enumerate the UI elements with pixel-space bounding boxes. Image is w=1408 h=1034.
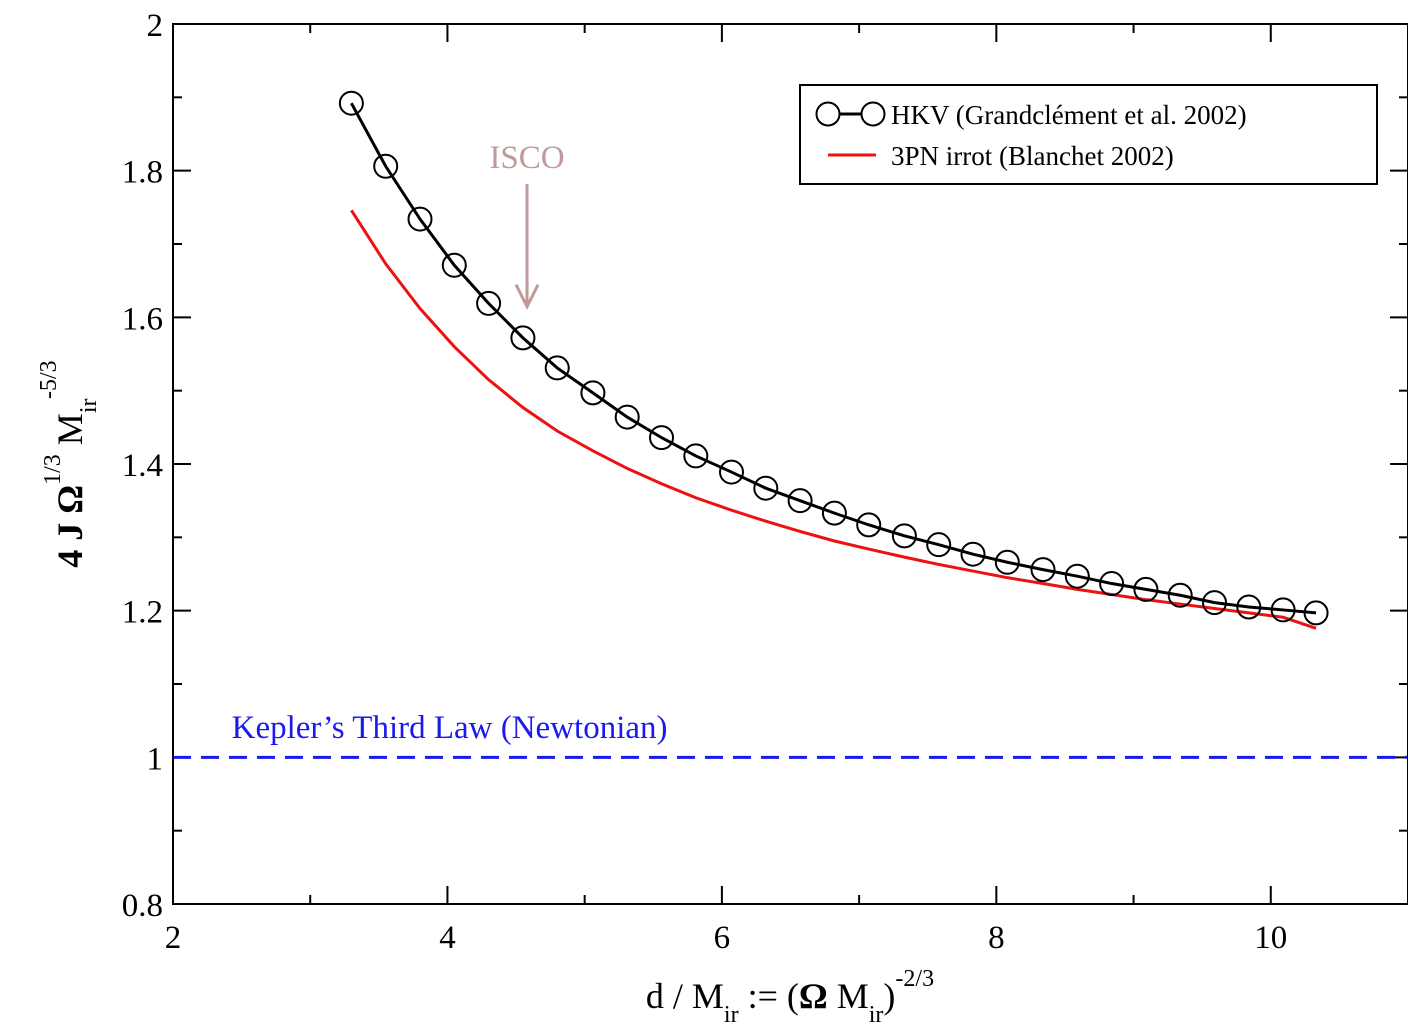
y-tick-label: 2 bbox=[147, 8, 164, 44]
hkv-point bbox=[441, 252, 467, 278]
legend: HKV (Grandclément et al. 2002) 3PN irrot … bbox=[799, 84, 1378, 185]
x-tick-label: 10 bbox=[1254, 920, 1287, 956]
y-tick-label: 1 bbox=[147, 741, 164, 777]
hkv-point bbox=[614, 404, 640, 430]
legend-hkv-marker bbox=[815, 101, 841, 127]
hkv-point bbox=[1099, 571, 1125, 597]
series-3pn-line bbox=[350, 209, 1317, 630]
x-tick-label: 8 bbox=[988, 920, 1005, 956]
isco-arrow-head bbox=[514, 283, 540, 311]
hkv-point bbox=[891, 523, 917, 549]
hkv-point bbox=[476, 290, 502, 316]
legend-hkv-label: HKV (Grandclément et al. 2002) bbox=[891, 100, 1247, 130]
axis-ticks bbox=[172, 23, 1408, 905]
hkv-point bbox=[718, 459, 744, 485]
x-tick-label: 4 bbox=[439, 920, 456, 956]
tick-labels: 2 4 6 8 10 0.8 1 1.2 1.4 1.6 1.8 2 bbox=[122, 8, 1288, 956]
x-tick-label: 2 bbox=[165, 920, 182, 956]
legend-box bbox=[799, 84, 1378, 185]
y-tick-label: 0.8 bbox=[122, 888, 163, 924]
hkv-point bbox=[1064, 563, 1090, 589]
legend-3pn-label: 3PN irrot (Blanchet 2002) bbox=[891, 141, 1174, 171]
hkv-point bbox=[1167, 582, 1193, 608]
hkv-point bbox=[338, 90, 364, 116]
y-axis-label: 4 J Ω1/3 Mir-5/3 bbox=[36, 360, 102, 567]
y-tick-label: 1.8 bbox=[122, 155, 163, 191]
axis-labels: d / Mir := (Ω Mir)-2/3 4 J Ω1/3 Mir-5/3 bbox=[36, 360, 934, 1028]
hkv-point bbox=[1270, 597, 1296, 623]
plot-frame bbox=[172, 23, 1408, 905]
y-tick-label: 1.4 bbox=[122, 448, 163, 484]
hkv-point bbox=[649, 425, 675, 451]
hkv-point bbox=[1030, 557, 1056, 583]
hkv-point bbox=[544, 355, 570, 381]
hkv-point bbox=[753, 475, 779, 501]
hkv-point bbox=[994, 549, 1020, 575]
hkv-point bbox=[1236, 594, 1262, 620]
x-axis-label: d / Mir := (Ω Mir)-2/3 bbox=[646, 966, 934, 1028]
series-layer bbox=[173, 90, 1408, 759]
hkv-point bbox=[1303, 600, 1329, 626]
annotations: ISCO Kepler’s Third Law (Newtonian) bbox=[232, 140, 668, 746]
hkv-point bbox=[510, 325, 536, 351]
hkv-point bbox=[1133, 576, 1159, 602]
hkv-point bbox=[683, 443, 709, 469]
hkv-point bbox=[821, 500, 847, 526]
hkv-point bbox=[407, 206, 433, 232]
y-tick-label: 1.6 bbox=[122, 301, 163, 337]
hkv-point bbox=[926, 532, 952, 558]
kepler-label: Kepler’s Third Law (Newtonian) bbox=[232, 710, 668, 746]
isco-label: ISCO bbox=[489, 140, 564, 176]
hkv-point bbox=[787, 488, 813, 514]
hkv-point bbox=[373, 153, 399, 179]
legend-hkv-marker bbox=[860, 101, 886, 127]
hkv-point bbox=[960, 541, 986, 567]
y-tick-label: 1.2 bbox=[122, 595, 163, 631]
hkv-point bbox=[856, 512, 882, 538]
hkv-point bbox=[580, 380, 606, 406]
x-tick-label: 6 bbox=[714, 920, 731, 956]
hkv-point bbox=[1202, 590, 1228, 616]
